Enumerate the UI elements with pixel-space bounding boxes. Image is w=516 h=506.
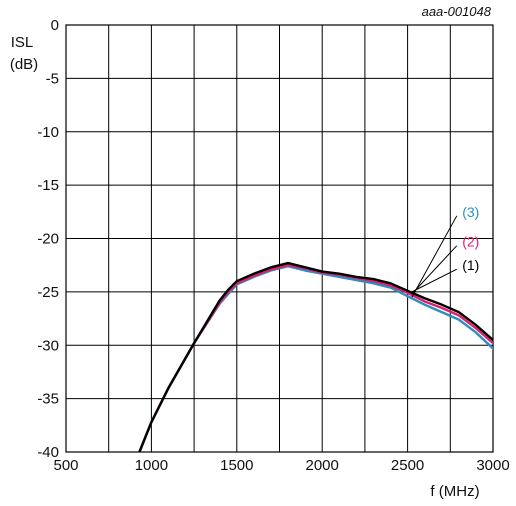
- x-tick-label: 500: [53, 457, 78, 474]
- x-axis-title: f (MHz): [430, 483, 479, 500]
- callout-leader-line: [411, 245, 458, 295]
- series-label-1: (1): [462, 257, 479, 273]
- grid: [65, 24, 494, 453]
- figure-id-label: aaa-001048: [422, 4, 492, 19]
- y-tick-label: -40: [37, 444, 59, 461]
- y-tick-label: -5: [46, 70, 59, 87]
- x-tick-label: 2000: [306, 457, 339, 474]
- x-tick-label: 3000: [476, 457, 509, 474]
- series-line-2: [138, 263, 493, 452]
- series-lines: [138, 261, 493, 452]
- callouts: (1) (2) (3): [411, 204, 479, 298]
- x-tick-label: 1500: [220, 457, 253, 474]
- series-label-2: (2): [462, 234, 479, 250]
- y-tick-label: 0: [51, 17, 59, 34]
- tick-labels: 500 1000 1500 2000 2500 3000 0 -5 -10 -15 -20 -25 -3…: [37, 17, 509, 474]
- x-tick-label: 1000: [135, 457, 168, 474]
- y-tick-label: -25: [37, 284, 59, 301]
- y-tick-label: -30: [37, 337, 59, 354]
- callout-leader-line: [411, 215, 458, 298]
- plot-frame: [65, 24, 494, 453]
- y-axis-title-line2: (dB): [10, 56, 38, 73]
- series-label-3: (3): [462, 204, 479, 220]
- x-tick-label: 2500: [391, 457, 424, 474]
- series-line-1: [138, 261, 493, 452]
- y-tick-label: -35: [37, 391, 59, 408]
- series-line-3: [138, 265, 493, 452]
- y-tick-label: -20: [37, 231, 59, 248]
- y-tick-label: -10: [37, 124, 59, 141]
- y-axis-title-line1: ISL: [11, 34, 34, 51]
- callout-leader-line: [411, 268, 458, 293]
- y-tick-label: -15: [37, 177, 59, 194]
